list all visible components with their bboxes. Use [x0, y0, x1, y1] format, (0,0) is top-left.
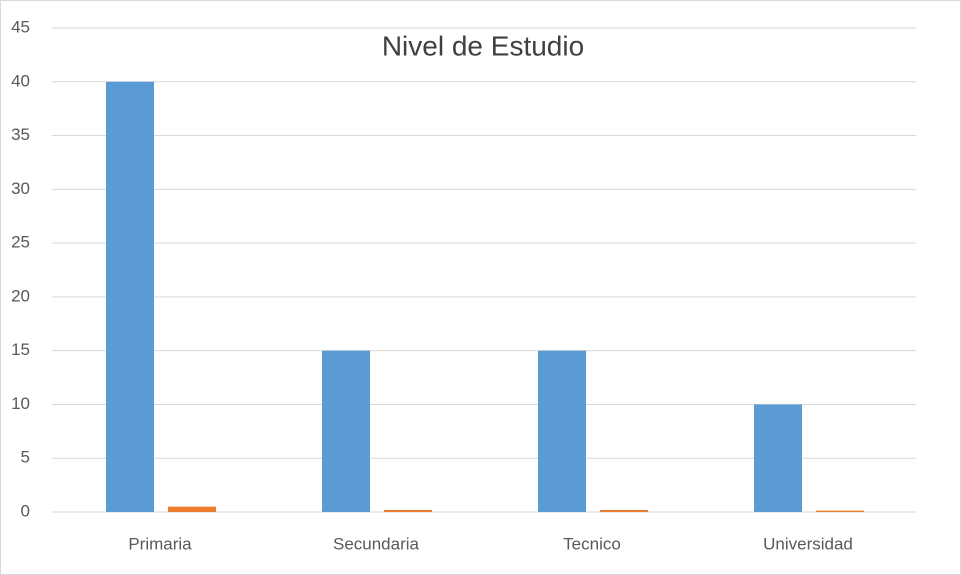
y-tick-label: 15 [11, 340, 30, 359]
bar [384, 509, 432, 512]
y-tick-label: 40 [11, 71, 30, 90]
bar [106, 81, 154, 513]
bar [816, 510, 864, 512]
y-tick-label: 5 [21, 448, 30, 467]
x-tick-label: Secundaria [333, 534, 420, 553]
y-tick-label: 35 [11, 125, 30, 144]
x-tick-label: Universidad [763, 534, 853, 553]
y-tick-label: 10 [11, 394, 30, 413]
chart-title: Nivel de Estudio [382, 30, 584, 61]
bar [538, 350, 586, 512]
y-tick-label: 20 [11, 286, 30, 305]
y-tick-label: 30 [11, 179, 30, 198]
y-tick-label: 45 [11, 17, 30, 36]
bar [322, 350, 370, 512]
x-tick-label: Tecnico [563, 534, 621, 553]
y-tick-label: 25 [11, 233, 30, 252]
y-tick-label: 0 [21, 501, 30, 520]
x-tick-label: Primaria [128, 534, 192, 553]
bar [600, 509, 648, 512]
bar [168, 506, 216, 512]
bar [754, 404, 802, 512]
